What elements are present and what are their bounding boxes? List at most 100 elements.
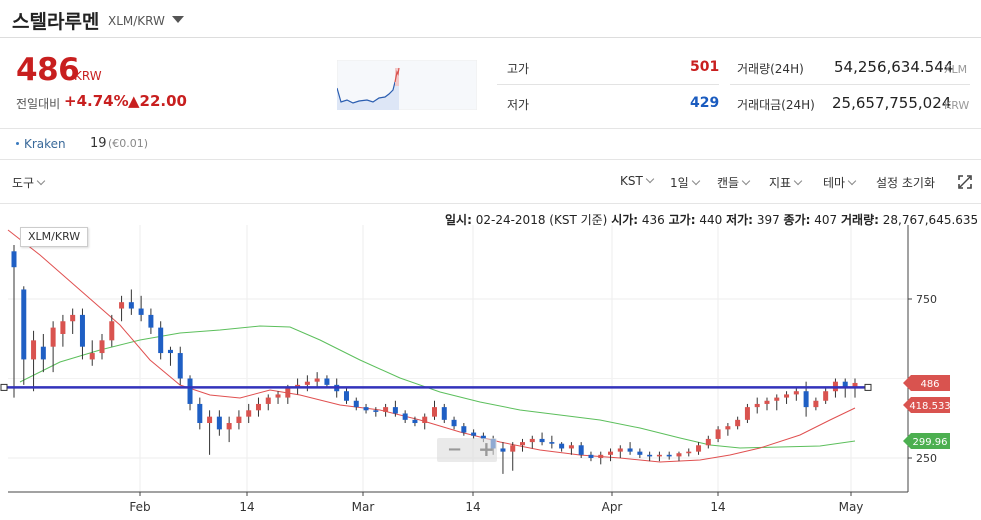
candle-body <box>823 391 829 401</box>
candle <box>128 289 134 315</box>
candle <box>754 397 760 414</box>
candle-body <box>412 419 418 424</box>
indicator-menu[interactable]: 지표 <box>769 174 803 191</box>
high-value: 440 <box>699 213 723 227</box>
candle <box>774 394 780 411</box>
candle-body <box>60 321 66 334</box>
candle-body <box>314 378 320 382</box>
chart-grid <box>8 225 908 492</box>
theme-label: 테마 <box>823 176 846 190</box>
chevron-down-icon <box>847 176 857 186</box>
chart-toolbar <box>0 160 981 204</box>
candle <box>177 346 183 385</box>
candle-body <box>529 438 535 443</box>
candle-body <box>99 340 105 354</box>
candle-body <box>549 442 555 444</box>
tools-menu[interactable]: 도구 <box>12 174 46 191</box>
style-menu[interactable]: 캔들 <box>717 174 751 191</box>
candle-body <box>608 451 614 455</box>
price-badge-bg <box>903 375 950 391</box>
candle <box>686 448 692 457</box>
amount-unit: KRW <box>944 99 970 112</box>
volume-value: 54,256,634.544 <box>834 58 954 76</box>
candle <box>324 375 330 389</box>
stats-divider <box>497 84 719 85</box>
candle-body <box>432 407 437 417</box>
timezone-menu[interactable]: KST <box>620 174 655 188</box>
chevron-down-icon <box>645 174 655 184</box>
candle-body <box>754 403 760 408</box>
candle <box>461 423 467 436</box>
candle-body <box>461 426 467 433</box>
candle <box>60 314 66 347</box>
candle <box>31 330 37 392</box>
candle <box>568 442 574 455</box>
theme-menu[interactable]: 테마 <box>823 174 857 191</box>
price-unit: KRW <box>74 69 102 83</box>
candle-body <box>441 407 447 420</box>
price-line[interactable] <box>0 383 872 391</box>
candle-body <box>207 416 213 424</box>
exchange-name[interactable]: Kraken <box>24 137 66 151</box>
candle-body <box>197 403 203 424</box>
candle <box>226 416 232 443</box>
candle-body <box>373 410 379 412</box>
reset-settings-button[interactable]: 설정 초기화 <box>876 176 936 190</box>
candle <box>138 295 144 322</box>
candle <box>500 442 506 474</box>
ohlc-info-bar: 일시: 02-24-2018 (KST 기준) 시가: 436 고가: 440 … <box>445 211 978 228</box>
candle-body <box>353 400 359 408</box>
candle <box>432 400 437 420</box>
zoom-out-button[interactable]: − <box>447 439 463 460</box>
interval-menu[interactable]: 1일 <box>670 174 700 191</box>
candle <box>696 442 702 455</box>
candle-body <box>265 397 271 404</box>
candle-body <box>50 327 56 347</box>
candle-body <box>226 423 232 430</box>
candle-body <box>187 378 193 404</box>
candle-body <box>343 391 349 401</box>
candle-body <box>813 400 819 408</box>
candle-body <box>148 314 154 328</box>
candle <box>559 442 565 452</box>
candle <box>451 416 457 430</box>
candle <box>275 391 281 404</box>
zoom-in-button[interactable]: + <box>478 437 495 461</box>
candle-body <box>236 416 242 424</box>
tools-label: 도구 <box>12 176 35 190</box>
indicator-label: 지표 <box>769 176 792 190</box>
interval-label: 1일 <box>670 176 689 190</box>
candle <box>216 410 222 436</box>
candle-body <box>617 448 623 452</box>
candle-body <box>383 407 389 412</box>
candle <box>823 388 829 404</box>
candle <box>21 286 27 385</box>
bullet-icon <box>16 142 19 145</box>
candle-body <box>735 419 741 427</box>
candle <box>207 410 213 455</box>
style-label: 캔들 <box>717 176 740 190</box>
candle-body <box>666 454 672 457</box>
candle <box>197 397 203 430</box>
chart-axes: 750 250 Feb 14 Mar 14 Apr 14 May <box>8 225 937 514</box>
candle-body <box>598 454 604 458</box>
candle-body <box>392 407 398 414</box>
ma-short-line <box>7 229 856 463</box>
candle-body <box>11 251 17 268</box>
candle-body <box>705 438 711 446</box>
chart-symbol-label: XLM/KRW <box>20 227 89 247</box>
candle <box>392 400 398 417</box>
low-value: 397 <box>756 213 780 227</box>
candle-body <box>402 413 408 420</box>
candle-body <box>774 397 780 401</box>
candle-body <box>647 454 653 457</box>
expand-icon[interactable] <box>958 175 972 189</box>
coin-select-chevron-down-icon[interactable] <box>172 16 184 23</box>
price-chart[interactable]: 750 250 Feb 14 Mar 14 Apr 14 May 486 418.533 299.9… <box>0 225 981 520</box>
ma-long-line <box>19 325 856 449</box>
candle <box>148 308 154 334</box>
candle <box>666 451 672 460</box>
candle-body <box>637 451 643 455</box>
date-value: 02-24-2018 (KST 기준) <box>475 213 608 227</box>
candle <box>784 391 790 404</box>
